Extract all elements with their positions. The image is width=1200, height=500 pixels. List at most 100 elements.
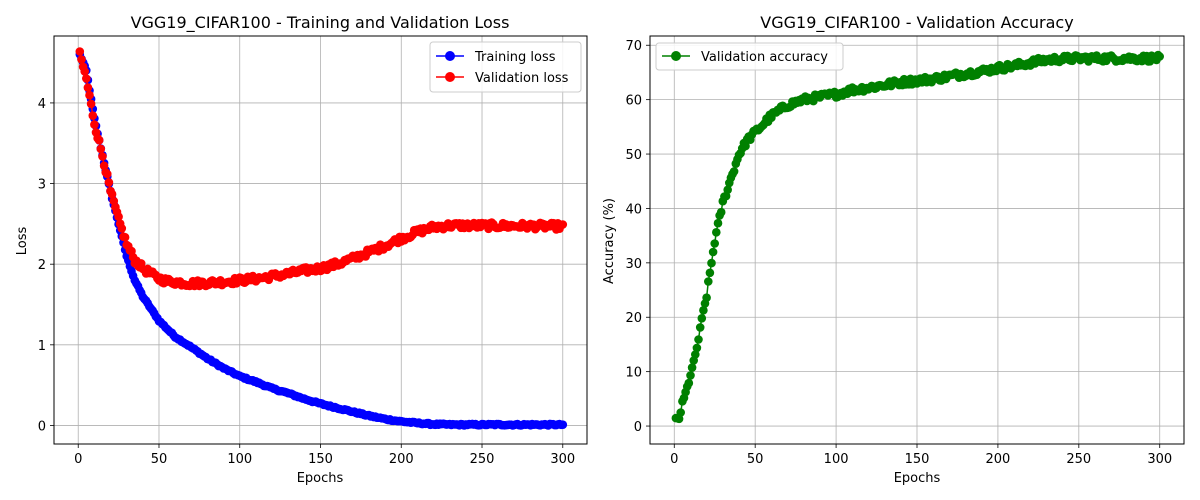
- accuracy-chart-x-tick-label: 150: [905, 452, 930, 467]
- series-validation-loss-point: [83, 83, 93, 92]
- series-validation-loss-point: [94, 135, 104, 145]
- accuracy-chart-y-tick-label: 50: [625, 148, 642, 163]
- series-validation-accuracy-point: [713, 218, 723, 228]
- legend-validation-loss-marker: [445, 72, 455, 82]
- series-validation-accuracy-point: [707, 258, 716, 268]
- loss-chart-y-tick-label: 0: [38, 419, 46, 434]
- accuracy-chart-title: VGG19_CIFAR100 - Validation Accuracy: [760, 13, 1073, 33]
- loss-chart-x-label: Epochs: [297, 471, 344, 486]
- legend-validation-loss-label: Validation loss: [475, 71, 569, 86]
- loss-chart-plot-area: [75, 47, 568, 430]
- loss-chart-legend-box: [429, 41, 582, 93]
- series-validation-accuracy-point: [699, 306, 708, 315]
- accuracy-chart-ticks: 0 50 100 150 200 250 300 0 10 20 30 40 50 60 70: [625, 39, 1172, 467]
- series-validation-accuracy-point: [691, 350, 700, 359]
- accuracy-chart-grid: [650, 36, 1184, 444]
- loss-chart-x-tick-label: 150: [308, 452, 333, 467]
- loss-chart-x-tick-label: 100: [227, 452, 252, 467]
- series-validation-accuracy-point: [697, 314, 707, 323]
- series-validation-accuracy-point: [702, 293, 711, 303]
- loss-chart-y-tick-label: 2: [38, 258, 46, 273]
- accuracy-chart-x-tick-label: 100: [824, 452, 849, 467]
- accuracy-chart-x-label: Epochs: [894, 471, 941, 486]
- legend-validation-accuracy-label: Validation accuracy: [701, 50, 828, 65]
- loss-chart-ticks: 0 50 100 150 200 250 300 0 1 2 3 4: [38, 97, 575, 467]
- loss-chart: VGG19_CIFAR100 - Training and Validation…: [15, 13, 588, 486]
- accuracy-chart-plot-area: [671, 50, 1164, 424]
- series-validation-accuracy-point: [741, 141, 750, 151]
- series-validation-loss-point: [82, 74, 91, 83]
- accuracy-chart-y-tick-label: 0: [634, 420, 642, 435]
- loss-chart-x-tick-label: 50: [151, 452, 168, 467]
- series-validation-accuracy-point: [686, 371, 695, 380]
- series-training-loss-point: [558, 420, 568, 430]
- series-validation-accuracy-point: [1155, 52, 1164, 61]
- series-validation-accuracy-point: [687, 363, 697, 372]
- series-validation-loss-point: [96, 144, 106, 154]
- series-validation-loss-point: [90, 120, 99, 129]
- accuracy-chart-legend: Validation accuracy: [655, 42, 844, 71]
- accuracy-chart-y-tick-label: 70: [625, 39, 642, 54]
- accuracy-chart-y-tick-label: 60: [625, 94, 642, 109]
- series-validation-accuracy-point: [708, 247, 718, 257]
- loss-chart-x-tick-label: 300: [550, 452, 575, 467]
- series-validation-loss-point: [80, 67, 89, 76]
- series-validation-accuracy-point: [695, 323, 705, 332]
- accuracy-chart-x-tick-label: 250: [1066, 452, 1091, 467]
- series-validation-loss-point: [75, 47, 85, 56]
- series-validation-loss-point: [98, 152, 107, 161]
- series-validation-accuracy-point: [684, 378, 694, 388]
- series-validation-accuracy-point: [716, 207, 726, 217]
- accuracy-chart-y-tick-label: 30: [625, 257, 642, 272]
- loss-chart-grid: [54, 36, 587, 444]
- series-validation-loss-point: [77, 55, 86, 64]
- series-validation-accuracy-point: [705, 268, 715, 278]
- series-validation-loss-point: [114, 212, 123, 221]
- series-validation-loss-point: [88, 111, 98, 120]
- loss-chart-x-tick-label: 200: [389, 452, 414, 467]
- loss-chart-title: VGG19_CIFAR100 - Training and Validation…: [131, 13, 510, 33]
- accuracy-chart-x-tick-label: 0: [670, 452, 678, 467]
- series-validation-accuracy-point: [676, 408, 685, 417]
- accuracy-chart-x-tick-label: 50: [747, 452, 764, 467]
- loss-chart-x-tick-label: 0: [74, 452, 82, 467]
- accuracy-chart-x-tick-label: 300: [1147, 452, 1172, 467]
- accuracy-chart-y-tick-label: 40: [625, 202, 642, 217]
- loss-chart-frame: [53, 35, 588, 445]
- loss-chart-y-tick-label: 4: [38, 97, 46, 112]
- series-validation-accuracy-point: [712, 228, 721, 237]
- series-validation-accuracy-point: [694, 335, 703, 344]
- accuracy-chart-frame: [649, 35, 1185, 445]
- series-validation-accuracy-line: [675, 53, 1161, 420]
- series-validation-accuracy-point: [704, 277, 713, 286]
- series-training-loss-line: [79, 54, 563, 427]
- legend-training-loss-label: Training loss: [474, 50, 556, 65]
- legend-training-loss-marker: [445, 51, 455, 61]
- series-validation-accuracy-point: [692, 343, 702, 353]
- series-validation-loss-point: [117, 224, 127, 233]
- accuracy-chart-y-label: Accuracy (%): [602, 198, 617, 284]
- series-validation-loss-point: [86, 99, 96, 109]
- loss-chart-x-tick-label: 250: [470, 452, 495, 467]
- series-validation-accuracy-point: [710, 239, 719, 248]
- accuracy-chart-y-tick-label: 10: [625, 366, 642, 381]
- series-validation-accuracy-point: [723, 185, 732, 195]
- series-validation-loss-point: [104, 178, 114, 187]
- series-validation-accuracy-point: [729, 167, 739, 176]
- loss-chart-y-label: Loss: [15, 227, 30, 256]
- series-validation-loss-point: [99, 161, 109, 171]
- loss-chart-y-tick-label: 1: [38, 339, 46, 354]
- series-validation-loss-point: [103, 169, 112, 179]
- loss-chart-legend: Training loss Validation loss: [429, 41, 582, 93]
- accuracy-chart-legend-box: [655, 42, 844, 71]
- legend-validation-accuracy-marker: [671, 51, 681, 61]
- accuracy-chart: VGG19_CIFAR100 - Validation Accuracy 0 50…: [602, 13, 1185, 486]
- series-validation-loss-point: [107, 189, 117, 199]
- accuracy-chart-x-tick-label: 200: [985, 452, 1010, 467]
- series-validation-loss-point: [85, 90, 94, 100]
- series-validation-loss-point: [558, 220, 568, 229]
- loss-chart-y-tick-label: 3: [38, 178, 46, 193]
- accuracy-chart-y-tick-label: 20: [625, 311, 642, 326]
- series-validation-loss-point: [120, 233, 130, 242]
